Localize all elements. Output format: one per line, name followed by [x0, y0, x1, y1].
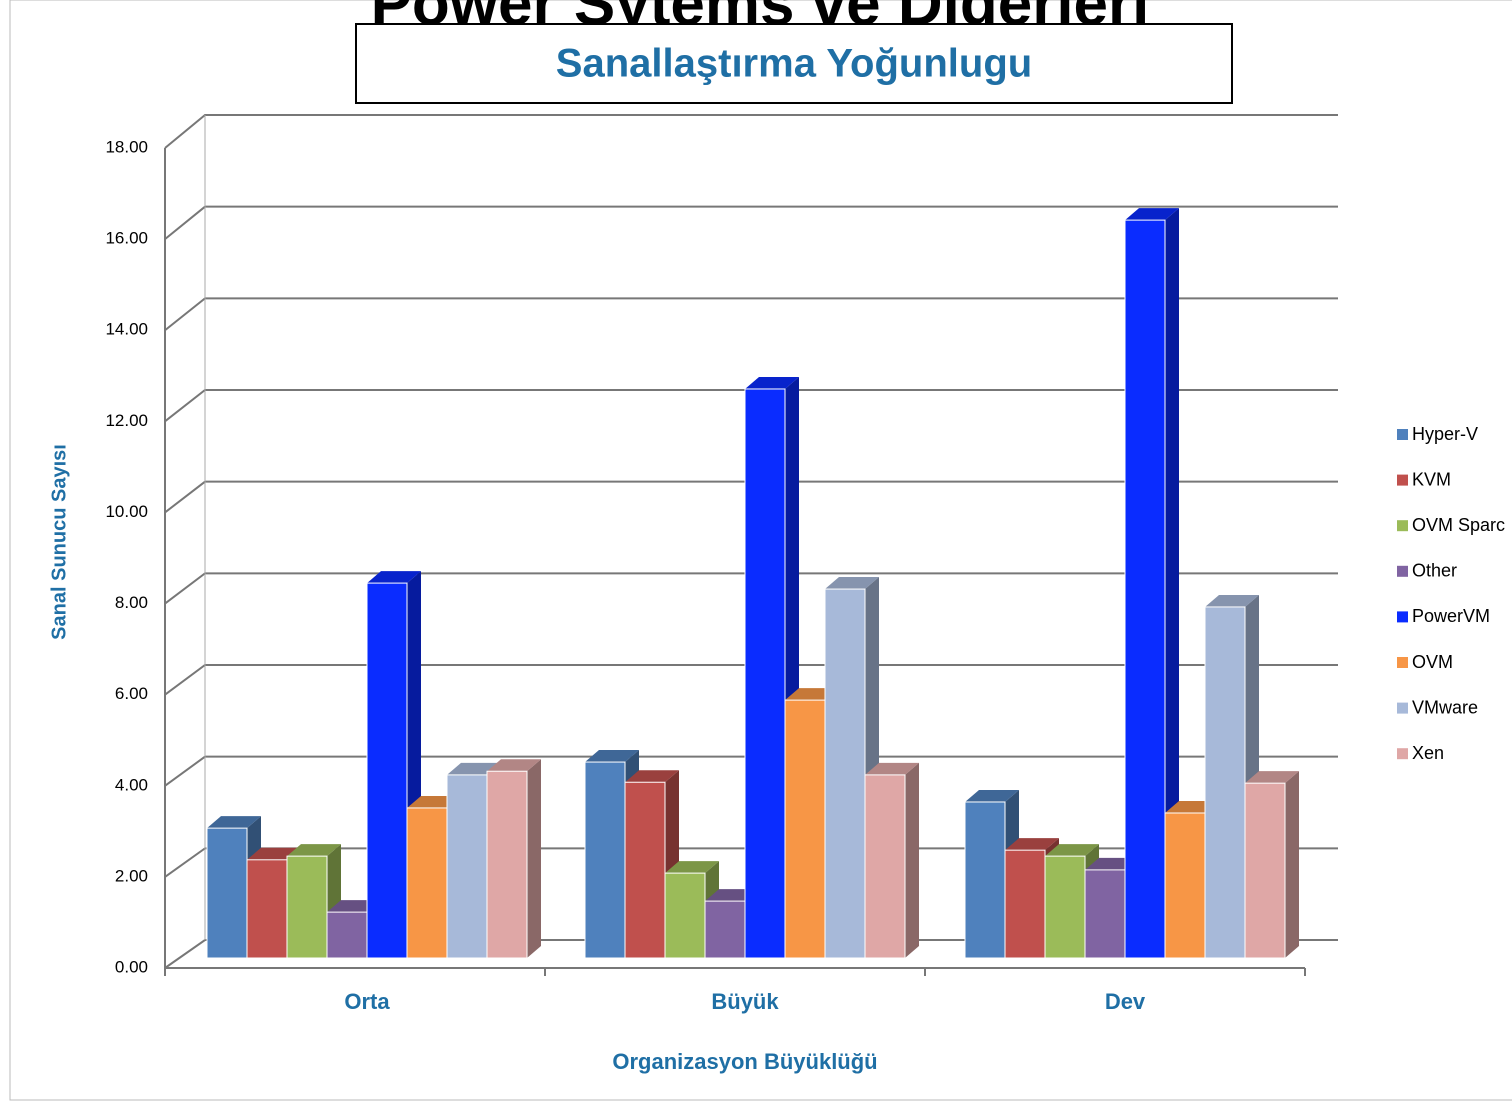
bar-front [784, 699, 826, 959]
legend-label: Other [1412, 561, 1457, 581]
y-tick-label: 8.00 [115, 593, 148, 612]
legend-label: PowerVM [1412, 606, 1490, 626]
y-tick-label: 14.00 [105, 320, 148, 339]
bar-front [1124, 219, 1166, 959]
legend-label: KVM [1412, 469, 1451, 489]
bar-side [1165, 208, 1179, 958]
bar-top [1125, 208, 1179, 221]
bar-front [486, 770, 528, 959]
title-box [355, 23, 1233, 104]
legend-swatch [1397, 565, 1408, 577]
bar [1124, 208, 1179, 959]
bar-top [585, 750, 639, 763]
bar-front [326, 911, 368, 959]
bar-side [905, 762, 919, 958]
bar-side [527, 759, 541, 958]
legend-swatch [1397, 520, 1408, 532]
legend-swatch [1397, 429, 1408, 440]
bar-front [1044, 855, 1086, 959]
legend-swatch [1397, 702, 1408, 714]
y-tick-label: 0.00 [115, 957, 148, 976]
bar [1244, 771, 1299, 959]
bar-top [487, 759, 541, 772]
bar-top [825, 577, 879, 590]
bar-front [446, 774, 488, 959]
bar-front [964, 801, 1006, 959]
x-tick-label: Büyük [711, 989, 779, 1014]
bar-top [665, 861, 719, 874]
legend-label: OVM [1412, 652, 1453, 672]
bar-front [1084, 869, 1126, 959]
bar-side [1285, 771, 1299, 958]
chart-title: Sanallaştırma Yoğunlugu [556, 42, 1032, 86]
bar [486, 759, 541, 959]
legend-swatch [1397, 748, 1408, 760]
bar-top [207, 816, 261, 829]
bar-front [664, 872, 706, 959]
legend-swatch [1397, 611, 1408, 623]
bar-front [246, 859, 288, 959]
bar-front [1004, 849, 1046, 959]
bar-front [286, 855, 328, 959]
bar-top [287, 844, 341, 857]
y-tick-label: 18.00 [105, 137, 148, 156]
y-tick-label: 16.00 [105, 229, 148, 248]
y-tick-label: 2.00 [115, 866, 148, 885]
y-tick-label: 10.00 [105, 502, 148, 521]
bar-top [1005, 838, 1059, 851]
bar-front [864, 774, 906, 959]
bar-top [1045, 844, 1099, 857]
x-tick-label: Dev [1105, 989, 1146, 1014]
bar-front [206, 827, 248, 959]
y-tick-label: 12.00 [105, 411, 148, 430]
bar-front [584, 761, 626, 959]
bar-front [824, 588, 866, 959]
bar-front [406, 807, 448, 959]
x-axis-label: Organizasyon Büyüklüğü [612, 1049, 877, 1074]
y-axis-label: Sanal Sunucu Sayısı [48, 444, 70, 640]
bar [286, 844, 341, 959]
y-tick-label: 4.00 [115, 775, 148, 794]
bar-top [745, 376, 799, 389]
bar-top [367, 571, 421, 584]
bar-front [1164, 812, 1206, 959]
legend-swatch [1397, 657, 1408, 668]
bar [864, 762, 919, 959]
legend-label: Hyper-V [1412, 424, 1478, 444]
bar-top [625, 770, 679, 783]
bar-top [1245, 771, 1299, 784]
bar-top [865, 762, 919, 775]
bar-top [965, 789, 1019, 802]
bar-top [1205, 594, 1259, 607]
bar-front [366, 582, 408, 959]
x-tick-label: Orta [344, 989, 390, 1014]
legend-label: OVM Sparc [1412, 515, 1505, 535]
legend-swatch [1397, 474, 1408, 486]
legend-label: Xen [1412, 743, 1444, 763]
legend-label: VMware [1412, 697, 1478, 717]
bar-front [744, 388, 786, 959]
bar-front [704, 900, 746, 959]
bar-front [624, 781, 666, 959]
bar-front [1204, 606, 1246, 959]
bar-front [1244, 782, 1286, 959]
y-tick-label: 6.00 [115, 684, 148, 703]
